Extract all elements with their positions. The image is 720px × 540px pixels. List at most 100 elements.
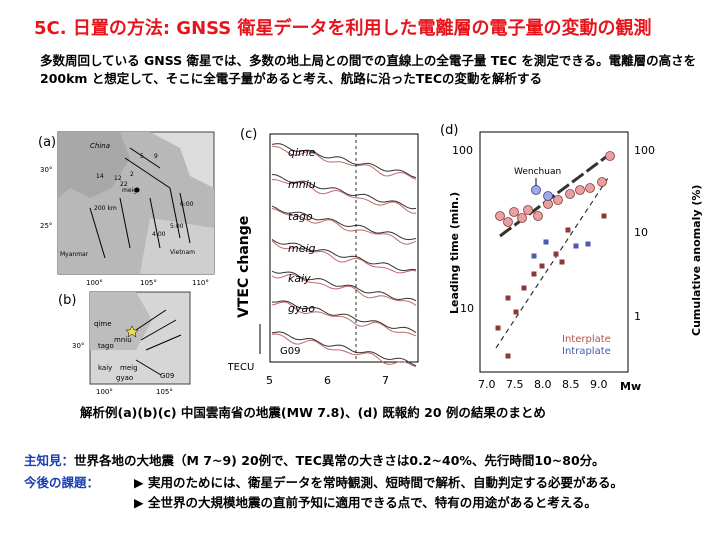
- vtec-trace-model: [271, 179, 417, 214]
- vtec-trace-model: [271, 208, 417, 245]
- vtec-trace-model: [271, 145, 417, 180]
- vtec-trace-observed: [271, 300, 417, 334]
- d-left-tick-100: 100: [452, 144, 473, 157]
- vtec-trace-observed: [271, 205, 417, 241]
- d-xtick-9.0: 9.0: [590, 378, 608, 391]
- map-lon-100: 100°: [86, 279, 103, 287]
- b-lon-100: 100°: [96, 388, 113, 396]
- scatter-circle-interplate: [509, 207, 519, 217]
- scatter-square-marker: [505, 295, 511, 301]
- scatter-square-marker: [531, 271, 537, 277]
- scatter-circle-interplate: [533, 211, 543, 221]
- station-kaiy: kaiy: [98, 364, 112, 372]
- panel-a-map: (a) China Myanmar Vietnam 200 km meig 14…: [38, 131, 215, 287]
- map-lat-30: 30°: [40, 166, 52, 174]
- scatter-square-marker: [505, 353, 511, 359]
- d-ylabel-left: Leading time (min.): [448, 192, 461, 314]
- d-xtick-7.0: 7.0: [478, 378, 496, 391]
- finding-label: 主知見：: [24, 453, 75, 468]
- scatter-square-marker: [601, 213, 607, 219]
- vtec-xtick-6: 6: [324, 374, 331, 387]
- d-legend-intraplate: Intraplate: [562, 346, 611, 357]
- scatter-square-marker: [495, 325, 501, 331]
- map-label-distance: 200 km: [94, 205, 117, 212]
- scatter-circle-intraplate: [543, 191, 553, 201]
- vtec-trace-model: [271, 333, 417, 368]
- scatter-circle-interplate: [597, 177, 607, 187]
- intro-paragraph: 多数周回している GNSS 衛星では、多数の地上局との間での直線上の全電子量 T…: [40, 53, 697, 86]
- panel-b-label: (b): [58, 293, 76, 308]
- scatter-circle-interplate: [495, 211, 505, 221]
- vtec-ylabel: VTEC change: [236, 216, 252, 318]
- map-label-china: China: [90, 142, 110, 150]
- scatter-square-marker: [543, 239, 549, 245]
- vtec-trace-observed: [271, 143, 417, 179]
- vtec-scale: 2 TECU: [228, 362, 254, 373]
- scatter-square-marker: [553, 251, 559, 257]
- future-item-2: ▶ 全世界の大規模地震の直前予知に適用できる点で、特有の用途があると考える。: [134, 495, 597, 510]
- d-right-tick-1: 1: [634, 310, 641, 323]
- panel-b-map: (b) qime mniu tago kaiy meig gyao G09 30…: [58, 291, 191, 396]
- vtec-st-tago: tago: [288, 210, 313, 223]
- vtec-st-meig: meig: [288, 242, 316, 255]
- map-lon-105: 105°: [140, 279, 157, 287]
- map-label-vietnam: Vietnam: [170, 249, 195, 256]
- map-num-14: 14: [96, 173, 104, 180]
- map-num-2: 2: [130, 171, 134, 178]
- d-xunit: Mw: [620, 380, 641, 393]
- scatter-circle-interplate: [575, 185, 585, 195]
- vtec-trace-observed: [271, 174, 417, 210]
- station-qime: qime: [94, 320, 112, 328]
- vtec-trace-observed: [271, 238, 417, 272]
- scatter-circle-interplate: [605, 151, 615, 161]
- d-wenchuan: Wenchuan: [514, 167, 561, 177]
- vtec-trace-model: [271, 240, 417, 274]
- station-gyao: gyao: [116, 374, 133, 382]
- panel-a-label: (a): [38, 135, 56, 150]
- scatter-circle-interplate: [503, 217, 513, 227]
- station-tago: tago: [98, 342, 114, 350]
- map-lat-25: 25°: [40, 222, 52, 230]
- vtec-trace-observed: [271, 270, 417, 302]
- map-time-400: 4:00: [152, 231, 166, 238]
- d-xtick-7.5: 7.5: [506, 378, 524, 391]
- d-xtick-8.0: 8.0: [534, 378, 552, 391]
- scatter-circle-interplate: [553, 195, 563, 205]
- panel-d-scatter: (d) Leading time (min.) Cumulative anoma…: [440, 123, 703, 393]
- scatter-square-marker: [513, 309, 519, 315]
- vtec-trace-model: [271, 301, 417, 337]
- vtec-st-gyao: gyao: [288, 302, 315, 315]
- vtec-st-kaiy: kaiy: [288, 272, 311, 285]
- scatter-square-marker: [559, 259, 565, 265]
- panel-c-label: (c): [240, 127, 257, 142]
- vtec-xtick-7: 7: [382, 374, 389, 387]
- finding-text: 世界各地の大地震（M 7~9) 20例で、TEC異常の大きさは0.2~40%、先…: [74, 453, 605, 468]
- scatter-circle-interplate: [523, 205, 533, 215]
- d-right-tick-10: 10: [634, 226, 648, 239]
- vtec-trace-model: [271, 273, 417, 306]
- map-num-12: 12: [114, 175, 122, 182]
- station-meig: meig: [120, 364, 138, 372]
- map-label-meig: meig: [122, 187, 137, 194]
- map-label-myanmar: Myanmar: [60, 251, 89, 258]
- scatter-square-marker: [565, 227, 571, 233]
- b-lon-105: 105°: [156, 388, 173, 396]
- main-finding: 主知見：世界各地の大地震（M 7~9) 20例で、TEC異常の大きさは0.2~4…: [24, 450, 605, 469]
- figure-caption: 解析例(a)(b)(c) 中国雲南省の地震(MW 7.8)、(d) 既報約 20…: [80, 405, 546, 420]
- scatter-square-marker: [573, 243, 579, 249]
- scatter-square-marker: [521, 285, 527, 291]
- future-label: 今後の課題：: [24, 475, 100, 490]
- scatter-circle-interplate: [585, 183, 595, 193]
- future-tasks: 今後の課題： ▶ 実用のためには、衛星データを常時観測、短時間で解析、自動判定す…: [24, 473, 623, 513]
- d-right-tick-100: 100: [634, 144, 655, 157]
- d-ylabel-right: Cumulative anomaly (%): [690, 185, 703, 336]
- d-left-tick-10: 10: [460, 302, 474, 315]
- scatter-circle-intraplate: [531, 185, 541, 195]
- vtec-g09: G09: [280, 346, 300, 357]
- station-g09: G09: [160, 372, 174, 380]
- b-lat-30: 30°: [72, 342, 84, 350]
- map-num-9: 9: [154, 153, 158, 160]
- future-item-1: ▶ 実用のためには、衛星データを常時観測、短時間で解析、自動判定する必要がある。: [134, 475, 623, 490]
- scatter-square-marker: [585, 241, 591, 247]
- scatter-circle-interplate: [565, 189, 575, 199]
